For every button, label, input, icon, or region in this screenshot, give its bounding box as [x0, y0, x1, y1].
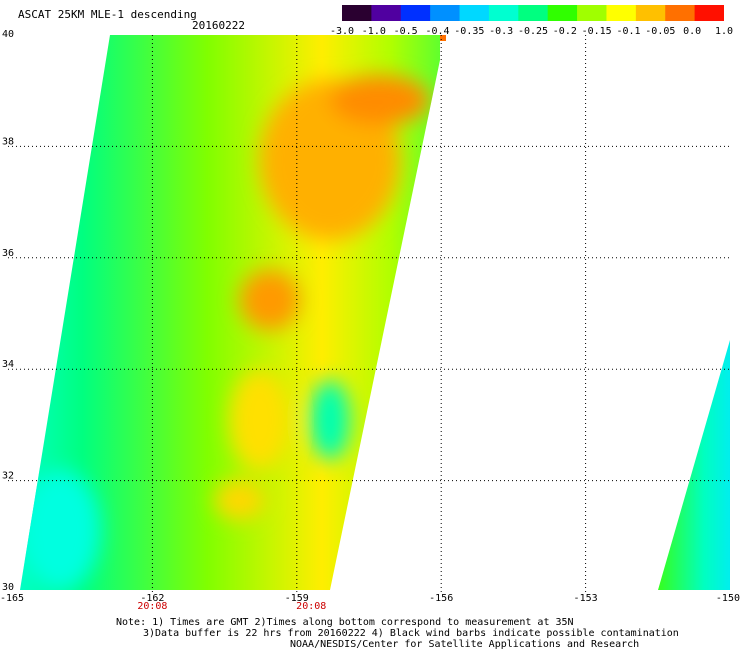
map-date: 20160222	[192, 19, 245, 32]
colorbar-segment	[488, 5, 519, 21]
lon-tick-label: -162	[140, 593, 164, 604]
colorbar-label: -0.1	[616, 26, 641, 37]
colorbar-segment	[430, 5, 461, 21]
footnote-line-1: Note: 1) Times are GMT 2)Times along bot…	[116, 617, 574, 628]
colorbar-label: -1.0	[361, 26, 386, 37]
colorbar-label: 1.0	[714, 26, 734, 37]
colorbar-segment	[694, 5, 724, 21]
colorbar-label: -0.35	[454, 26, 485, 37]
swath-main	[20, 35, 440, 590]
colorbar-segment	[400, 5, 431, 21]
colorbar-segment	[518, 5, 549, 21]
time-label: 20:08	[296, 601, 326, 610]
lat-lon-grid	[8, 35, 730, 592]
colorbar-label: -0.05	[645, 26, 676, 37]
lat-tick-label: 32	[2, 471, 14, 482]
footnote-line-2: 3)Data buffer is 22 hrs from 20160222 4)…	[143, 628, 679, 639]
colorbar-segment	[371, 5, 402, 21]
colorbar-segment	[577, 5, 607, 21]
lon-tick-label: -153	[574, 593, 598, 604]
lon-tick-label: -150	[716, 593, 740, 604]
time-label: 20:08	[137, 601, 167, 610]
lat-tick-label: 30	[2, 582, 14, 593]
lat-tick-label: 40	[2, 29, 14, 40]
lat-tick-label: 36	[2, 248, 14, 259]
colorbar-segment	[606, 5, 637, 21]
colorbar-segment	[635, 5, 666, 21]
colorbar-label: -0.25	[517, 26, 549, 37]
colorbar-label: 0.0	[683, 26, 702, 37]
lon-tick-label: -159	[285, 593, 309, 604]
longitude-labels: -165 -162 -159 -156 -153 -150	[0, 593, 740, 604]
colorbar-segment	[459, 5, 490, 21]
lat-tick-label: 38	[2, 136, 14, 147]
footnote-line-3: NOAA/NESDIS/Center for Satellite Applica…	[290, 639, 640, 650]
colorbar-segment	[665, 5, 696, 21]
map-title: ASCAT 25KM MLE-1 descending	[18, 8, 197, 21]
colorbar	[342, 5, 724, 21]
latitude-labels: 30 32 34 36 38 40	[2, 29, 14, 593]
lon-tick-label: -165	[0, 593, 24, 604]
colorbar-segment	[547, 5, 578, 21]
colorbar-label: -0.5	[393, 26, 418, 37]
swath-east	[658, 340, 730, 590]
colorbar-label: -0.4	[425, 26, 450, 37]
edge-flag-pixel	[440, 35, 446, 41]
swath-map: -165 -162 -159 -156 -153 -150 30 32 34 36 38 40 20…	[0, 29, 740, 610]
time-labels: 20:08 20:08	[137, 601, 326, 610]
colorbar-label: -0.3	[489, 26, 514, 37]
colorbar-segment	[342, 5, 372, 21]
colorbar-labels: -3.0 -1.0 -0.5 -0.4 -0.35 -0.3 -0.25 -0.2 -0.15-…	[330, 26, 734, 38]
colorbar-label: -0.2	[552, 26, 577, 37]
colorbar-label: -3.0	[329, 26, 355, 37]
lat-tick-label: 34	[2, 359, 14, 370]
colorbar-label: -0.15	[581, 26, 612, 37]
lon-tick-label: -156	[429, 593, 453, 604]
